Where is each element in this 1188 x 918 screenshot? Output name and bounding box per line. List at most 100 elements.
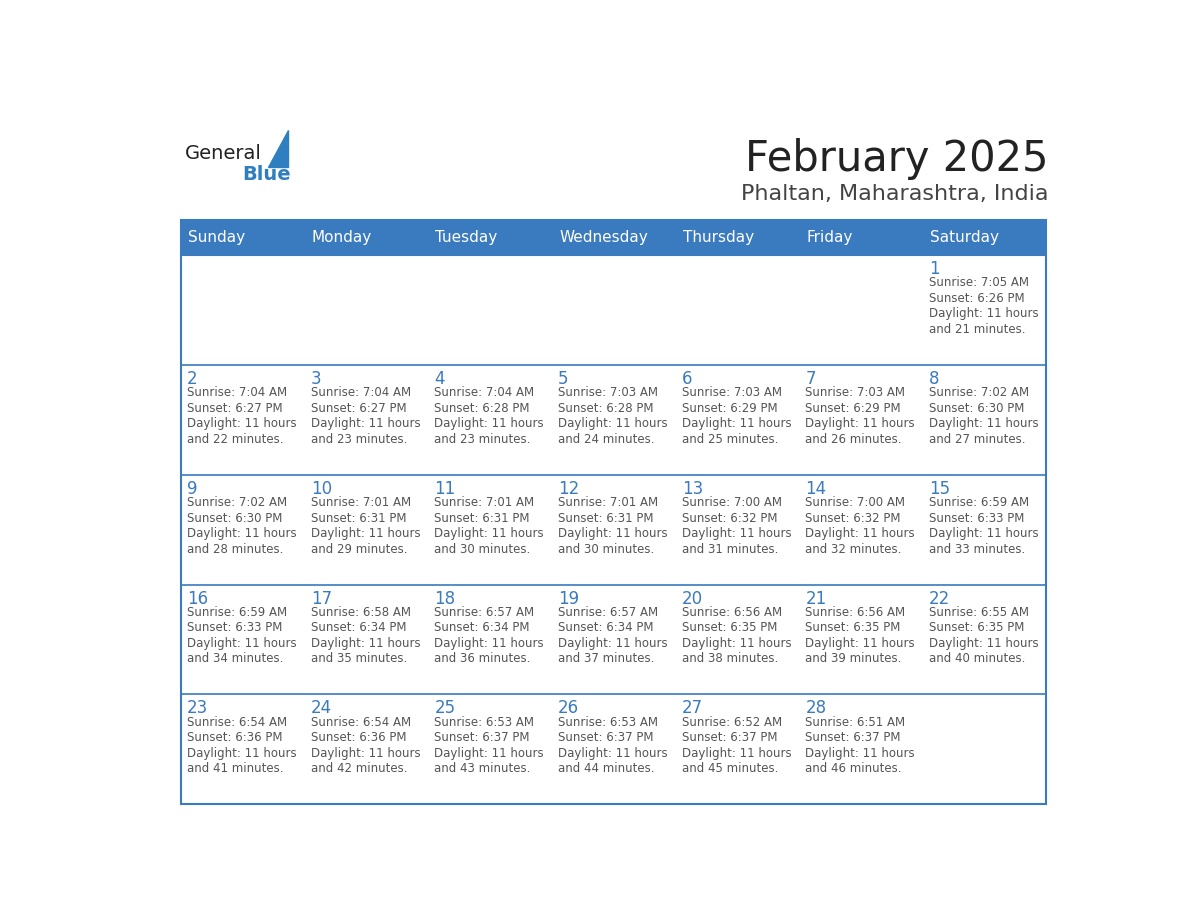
Text: Sunset: 6:27 PM: Sunset: 6:27 PM <box>311 402 406 415</box>
Text: and 41 minutes.: and 41 minutes. <box>188 762 284 776</box>
Text: and 35 minutes.: and 35 minutes. <box>311 653 407 666</box>
Text: Sunrise: 7:01 AM: Sunrise: 7:01 AM <box>435 496 535 509</box>
Text: Sunrise: 7:01 AM: Sunrise: 7:01 AM <box>311 496 411 509</box>
Text: and 30 minutes.: and 30 minutes. <box>435 543 531 555</box>
Text: 15: 15 <box>929 480 950 498</box>
Text: Sunset: 6:30 PM: Sunset: 6:30 PM <box>188 511 283 524</box>
Text: 2: 2 <box>188 370 197 388</box>
Text: and 28 minutes.: and 28 minutes. <box>188 543 284 555</box>
Text: Sunday: Sunday <box>188 230 245 245</box>
Text: Sunset: 6:32 PM: Sunset: 6:32 PM <box>682 511 777 524</box>
Bar <box>675 219 798 255</box>
Text: Sunset: 6:33 PM: Sunset: 6:33 PM <box>188 621 283 634</box>
Text: 17: 17 <box>311 589 331 608</box>
Text: Sunrise: 7:01 AM: Sunrise: 7:01 AM <box>558 496 658 509</box>
Text: 16: 16 <box>188 589 208 608</box>
Text: Sunset: 6:27 PM: Sunset: 6:27 PM <box>188 402 283 415</box>
Text: Friday: Friday <box>807 230 853 245</box>
Text: Daylight: 11 hours: Daylight: 11 hours <box>558 637 668 650</box>
Text: Sunset: 6:26 PM: Sunset: 6:26 PM <box>929 292 1024 305</box>
Text: Sunrise: 7:03 AM: Sunrise: 7:03 AM <box>558 386 658 399</box>
Text: 9: 9 <box>188 480 197 498</box>
Text: 4: 4 <box>435 370 446 388</box>
Text: Sunset: 6:37 PM: Sunset: 6:37 PM <box>558 732 653 744</box>
Text: Tuesday: Tuesday <box>435 230 498 245</box>
Text: and 23 minutes.: and 23 minutes. <box>311 432 407 446</box>
Text: and 37 minutes.: and 37 minutes. <box>558 653 655 666</box>
Text: 20: 20 <box>682 589 703 608</box>
Bar <box>181 475 1047 585</box>
Text: 7: 7 <box>805 370 816 388</box>
Text: Sunrise: 6:55 AM: Sunrise: 6:55 AM <box>929 606 1029 619</box>
Text: Daylight: 11 hours: Daylight: 11 hours <box>435 527 544 540</box>
Text: Sunrise: 7:03 AM: Sunrise: 7:03 AM <box>805 386 905 399</box>
Text: 23: 23 <box>188 700 208 717</box>
Bar <box>551 219 675 255</box>
Text: and 22 minutes.: and 22 minutes. <box>188 432 284 446</box>
Text: Sunset: 6:31 PM: Sunset: 6:31 PM <box>435 511 530 524</box>
Text: Sunrise: 6:59 AM: Sunrise: 6:59 AM <box>929 496 1029 509</box>
Text: and 31 minutes.: and 31 minutes. <box>682 543 778 555</box>
Polygon shape <box>268 130 289 167</box>
Text: Daylight: 11 hours: Daylight: 11 hours <box>311 746 421 760</box>
Text: Sunrise: 7:00 AM: Sunrise: 7:00 AM <box>805 496 905 509</box>
Text: Daylight: 11 hours: Daylight: 11 hours <box>929 637 1038 650</box>
Text: Daylight: 11 hours: Daylight: 11 hours <box>682 637 791 650</box>
Text: and 21 minutes.: and 21 minutes. <box>929 323 1025 336</box>
Text: Daylight: 11 hours: Daylight: 11 hours <box>558 746 668 760</box>
Text: 19: 19 <box>558 589 580 608</box>
Text: General: General <box>185 144 263 163</box>
Text: Daylight: 11 hours: Daylight: 11 hours <box>188 746 297 760</box>
Text: Daylight: 11 hours: Daylight: 11 hours <box>805 637 915 650</box>
Text: Sunset: 6:29 PM: Sunset: 6:29 PM <box>682 402 777 415</box>
Text: Sunset: 6:37 PM: Sunset: 6:37 PM <box>805 732 901 744</box>
Text: Sunset: 6:36 PM: Sunset: 6:36 PM <box>188 732 283 744</box>
Text: Sunrise: 6:52 AM: Sunrise: 6:52 AM <box>682 716 782 729</box>
Text: Sunrise: 6:53 AM: Sunrise: 6:53 AM <box>435 716 535 729</box>
Text: 12: 12 <box>558 480 580 498</box>
Bar <box>181 694 1047 804</box>
Text: Sunset: 6:34 PM: Sunset: 6:34 PM <box>311 621 406 634</box>
Text: Sunrise: 6:51 AM: Sunrise: 6:51 AM <box>805 716 905 729</box>
Text: Sunrise: 6:56 AM: Sunrise: 6:56 AM <box>805 606 905 619</box>
Text: Sunrise: 6:53 AM: Sunrise: 6:53 AM <box>558 716 658 729</box>
Text: Thursday: Thursday <box>683 230 753 245</box>
Text: February 2025: February 2025 <box>745 139 1049 181</box>
Text: 25: 25 <box>435 700 455 717</box>
Text: Sunset: 6:37 PM: Sunset: 6:37 PM <box>682 732 777 744</box>
Text: Sunrise: 7:00 AM: Sunrise: 7:00 AM <box>682 496 782 509</box>
Text: and 32 minutes.: and 32 minutes. <box>805 543 902 555</box>
Text: Daylight: 11 hours: Daylight: 11 hours <box>188 527 297 540</box>
Bar <box>304 219 428 255</box>
Text: Daylight: 11 hours: Daylight: 11 hours <box>929 308 1038 320</box>
Text: and 40 minutes.: and 40 minutes. <box>929 653 1025 666</box>
Text: 28: 28 <box>805 700 827 717</box>
Text: Daylight: 11 hours: Daylight: 11 hours <box>435 746 544 760</box>
Text: Daylight: 11 hours: Daylight: 11 hours <box>929 527 1038 540</box>
Text: and 39 minutes.: and 39 minutes. <box>805 653 902 666</box>
Bar <box>181 219 304 255</box>
Text: and 38 minutes.: and 38 minutes. <box>682 653 778 666</box>
Text: Daylight: 11 hours: Daylight: 11 hours <box>805 746 915 760</box>
Bar <box>181 219 1047 804</box>
Text: 6: 6 <box>682 370 693 388</box>
Text: 5: 5 <box>558 370 569 388</box>
Text: and 29 minutes.: and 29 minutes. <box>311 543 407 555</box>
Bar <box>181 365 1047 475</box>
Text: 3: 3 <box>311 370 322 388</box>
Text: Sunrise: 7:02 AM: Sunrise: 7:02 AM <box>188 496 287 509</box>
Text: Daylight: 11 hours: Daylight: 11 hours <box>682 417 791 431</box>
Text: Daylight: 11 hours: Daylight: 11 hours <box>929 417 1038 431</box>
Text: Daylight: 11 hours: Daylight: 11 hours <box>311 527 421 540</box>
Text: Sunrise: 6:58 AM: Sunrise: 6:58 AM <box>311 606 411 619</box>
Text: Sunrise: 6:57 AM: Sunrise: 6:57 AM <box>558 606 658 619</box>
Text: Daylight: 11 hours: Daylight: 11 hours <box>805 527 915 540</box>
Text: Daylight: 11 hours: Daylight: 11 hours <box>682 746 791 760</box>
Text: Sunrise: 6:54 AM: Sunrise: 6:54 AM <box>311 716 411 729</box>
Text: and 43 minutes.: and 43 minutes. <box>435 762 531 776</box>
Text: Sunrise: 6:56 AM: Sunrise: 6:56 AM <box>682 606 782 619</box>
Text: 10: 10 <box>311 480 331 498</box>
Text: and 33 minutes.: and 33 minutes. <box>929 543 1025 555</box>
Text: 14: 14 <box>805 480 827 498</box>
Text: Daylight: 11 hours: Daylight: 11 hours <box>805 417 915 431</box>
